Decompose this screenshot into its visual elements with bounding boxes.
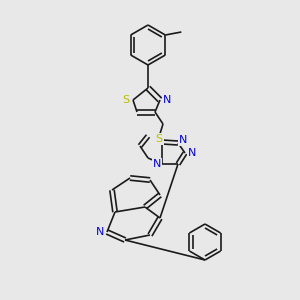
Text: N: N <box>179 135 187 145</box>
Text: N: N <box>96 227 104 237</box>
Text: S: S <box>155 134 163 144</box>
Text: N: N <box>188 148 196 158</box>
Text: S: S <box>122 95 130 105</box>
Text: N: N <box>153 159 161 169</box>
Text: N: N <box>163 95 171 105</box>
